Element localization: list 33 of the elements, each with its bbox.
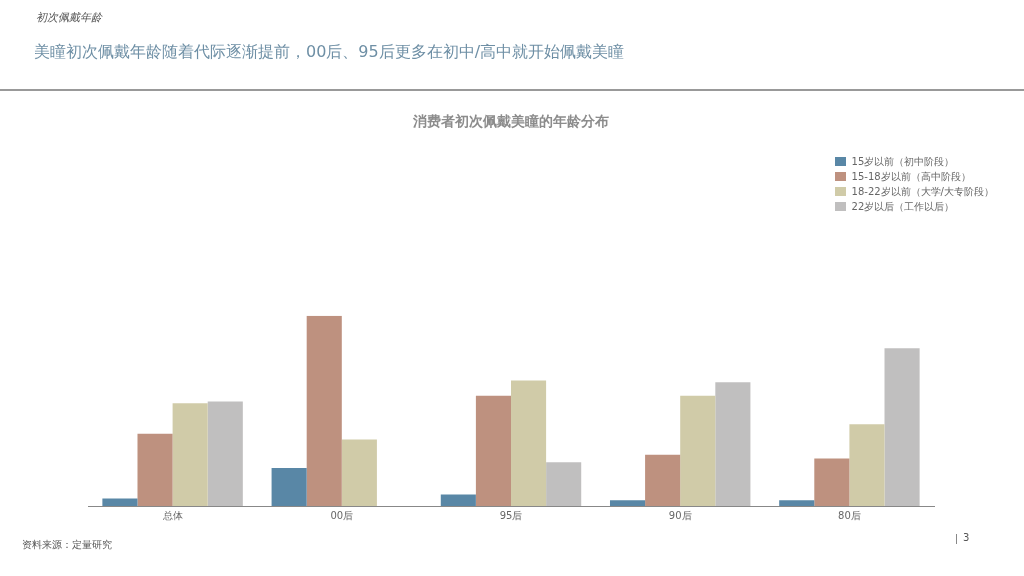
x-tick-label: 80后 [838, 509, 861, 521]
x-tick-label: 90后 [668, 509, 692, 521]
bar [341, 439, 377, 506]
chart-title: 消费者初次佩戴美瞳的年龄分布 [412, 113, 609, 130]
x-tick-label: 95后 [499, 509, 523, 521]
bar [779, 500, 815, 506]
bar [680, 395, 716, 506]
bar [645, 454, 681, 506]
bar [102, 498, 138, 506]
legend-label: 18-22岁以前（大学/大专阶段） [851, 184, 994, 199]
text: 资料来源：定量研究 [22, 538, 112, 552]
bar [546, 462, 582, 506]
chart-subtitle: 美瞳初次佩戴年龄随着代际逐渐提前，00后、95后更多在初中/高中就开始佩戴美瞳 [34, 42, 625, 63]
x-tick-label: 00后 [330, 509, 354, 521]
bar [715, 382, 751, 506]
bar [440, 494, 476, 506]
bar [137, 433, 173, 506]
bar [306, 315, 342, 506]
bar [849, 424, 885, 506]
bar [172, 403, 208, 506]
bar [814, 458, 850, 506]
bar [511, 380, 547, 506]
bar [271, 467, 307, 506]
bar [609, 500, 646, 506]
legend-label: 15岁以前（初中阶段） [851, 154, 955, 169]
bar [884, 348, 920, 506]
text: 初次佩戴年龄 [36, 10, 102, 25]
bar [207, 401, 243, 506]
text: 3 [963, 532, 970, 543]
legend-label: 22岁以后（工作以后） [851, 199, 955, 214]
bar [475, 395, 511, 506]
x-tick-label: 总体 [161, 509, 183, 521]
legend-label: 15-18岁以前（高中阶段） [851, 169, 971, 184]
